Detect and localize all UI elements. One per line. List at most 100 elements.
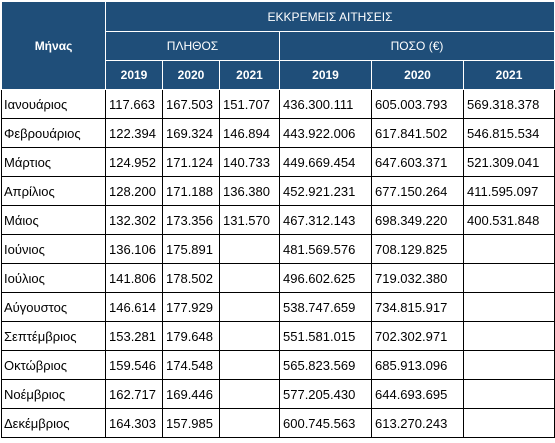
table-row: Φεβρουάριος 122.394 169.324 146.894 443.922.… [1, 118, 555, 148]
count-2019-cell: 117.663 [105, 89, 163, 119]
amount-2019-cell: 443.922.006 [279, 118, 372, 148]
amount-2021-cell: 411.595.097 [462, 176, 555, 206]
count-2019-cell: 124.952 [105, 147, 163, 177]
table-row: Σεπτέμβριος 153.281 179.648 551.581.015 702.… [1, 321, 555, 351]
count-2019-cell: 164.303 [105, 408, 163, 438]
count-2021-cell [219, 321, 280, 351]
count-2019-cell: 136.106 [105, 234, 163, 264]
count-2019-cell: 153.281 [105, 321, 163, 351]
month-cell: Φεβρουάριος [1, 118, 106, 148]
table-row: Μάρτιος 124.952 171.124 140.733 449.669.454 6… [1, 147, 555, 177]
table-body: Ιανουάριος 117.663 167.503 151.707 436.300.1… [1, 89, 555, 438]
count-year-header: 2020 [162, 60, 220, 90]
month-cell: Απρίλιος [1, 176, 106, 206]
count-2021-cell [219, 379, 280, 409]
month-cell: Μάρτιος [1, 147, 106, 177]
count-2020-cell: 179.648 [162, 321, 220, 351]
amount-year-header: 2020 [371, 60, 464, 90]
count-2020-cell: 169.446 [162, 379, 220, 409]
table-row: Οκτώβριος 159.546 174.548 565.823.569 685.91… [1, 350, 555, 380]
amount-2019-cell: 452.921.231 [279, 176, 372, 206]
count-2021-cell [219, 408, 280, 438]
amount-2021-cell: 400.531.848 [462, 205, 555, 235]
count-2021-cell: 136.380 [219, 176, 280, 206]
month-cell: Νοέμβριος [1, 379, 106, 409]
amount-2019-cell: 600.745.563 [279, 408, 372, 438]
amount-2019-cell: 577.205.430 [279, 379, 372, 409]
amount-2020-cell: 647.603.371 [371, 147, 464, 177]
count-2020-cell: 173.356 [162, 205, 220, 235]
amount-2020-cell: 708.129.825 [371, 234, 464, 264]
amount-year-header: 2021 [462, 60, 555, 90]
count-year-header: 2019 [105, 60, 163, 90]
count-2020-cell: 178.502 [162, 263, 220, 293]
amount-2020-cell: 719.032.380 [371, 263, 464, 293]
count-2019-cell: 162.717 [105, 379, 163, 409]
count-2020-cell: 167.503 [162, 89, 220, 119]
table-row: Ιανουάριος 117.663 167.503 151.707 436.300.1… [1, 89, 555, 119]
month-cell: Ιανουάριος [1, 89, 106, 119]
count-2019-cell: 159.546 [105, 350, 163, 380]
amount-2020-cell: 644.693.695 [371, 379, 464, 409]
table-row: Αύγουστος 146.614 177.929 538.747.659 734.81… [1, 292, 555, 322]
amount-2020-cell: 702.302.971 [371, 321, 464, 351]
pending-applications-header: ΕΚΚΡΕΜΕΙΣ ΑΙΤΗΣΕΙΣ [104, 1, 555, 32]
count-2020-cell: 177.929 [162, 292, 220, 322]
count-2019-cell: 132.302 [105, 205, 163, 235]
amount-2020-cell: 734.815.917 [371, 292, 464, 322]
count-2019-cell: 128.200 [105, 176, 163, 206]
month-cell: Δεκέμβριος [1, 408, 106, 438]
amount-2020-cell: 677.150.264 [371, 176, 464, 206]
count-2021-cell: 151.707 [219, 89, 280, 119]
amount-2019-cell: 436.300.111 [279, 89, 372, 119]
table-row: Ιούνιος 136.106 175.891 481.569.576 708.129.… [1, 234, 555, 264]
amount-2021-cell [462, 234, 555, 264]
amount-2021-cell [462, 263, 555, 293]
count-2021-cell [219, 234, 280, 264]
table-row: Δεκέμβριος 164.303 157.985 600.745.563 613.2… [1, 408, 555, 438]
table-row: Νοέμβριος 162.717 169.446 577.205.430 644.69… [1, 379, 555, 409]
amount-2019-cell: 449.669.454 [279, 147, 372, 177]
amount-2019-cell: 538.747.659 [279, 292, 372, 322]
month-cell: Ιούλιος [1, 263, 106, 293]
amount-2019-cell: 467.312.143 [279, 205, 372, 235]
amount-2020-cell: 617.841.502 [371, 118, 464, 148]
count-2020-cell: 174.548 [162, 350, 220, 380]
amount-2019-cell: 551.581.015 [279, 321, 372, 351]
amount-2021-cell [462, 292, 555, 322]
count-2020-cell: 171.188 [162, 176, 220, 206]
count-2021-cell: 146.894 [219, 118, 280, 148]
amount-2020-cell: 685.913.096 [371, 350, 464, 380]
count-2020-cell: 169.324 [162, 118, 220, 148]
count-group-header: ΠΛΗΘΟΣ [105, 31, 280, 61]
count-2021-cell [219, 292, 280, 322]
amount-2021-cell: 521.309.041 [462, 147, 555, 177]
amount-2021-cell: 546.815.534 [462, 118, 555, 148]
month-cell: Ιούνιος [1, 234, 106, 264]
table-row: Μάιος 132.302 173.356 131.570 467.312.143 698… [1, 205, 555, 235]
month-cell: Μάιος [1, 205, 106, 235]
count-2019-cell: 122.394 [105, 118, 163, 148]
count-2021-cell [219, 350, 280, 380]
count-2021-cell: 131.570 [219, 205, 280, 235]
table-row: Ιούλιος 141.806 178.502 496.602.625 719.032.… [1, 263, 555, 293]
month-cell: Οκτώβριος [1, 350, 106, 380]
amount-2019-cell: 496.602.625 [279, 263, 372, 293]
month-column-header: Μήνας [1, 1, 106, 90]
amount-2021-cell [462, 321, 555, 351]
count-2019-cell: 146.614 [105, 292, 163, 322]
count-2021-cell: 140.733 [219, 147, 280, 177]
amount-2020-cell: 613.270.243 [371, 408, 464, 438]
table-row: Απρίλιος 128.200 171.188 136.380 452.921.231… [1, 176, 555, 206]
amount-2021-cell [462, 350, 555, 380]
count-2019-cell: 141.806 [105, 263, 163, 293]
count-2021-cell [219, 263, 280, 293]
count-2020-cell: 175.891 [162, 234, 220, 264]
amount-2021-cell [462, 408, 555, 438]
month-cell: Αύγουστος [1, 292, 106, 322]
amount-2019-cell: 481.569.576 [279, 234, 372, 264]
count-2020-cell: 157.985 [162, 408, 220, 438]
amount-group-header: ΠΟΣΟ (€) [278, 31, 555, 61]
amount-2021-cell [462, 379, 555, 409]
amount-2020-cell: 698.349.220 [371, 205, 464, 235]
